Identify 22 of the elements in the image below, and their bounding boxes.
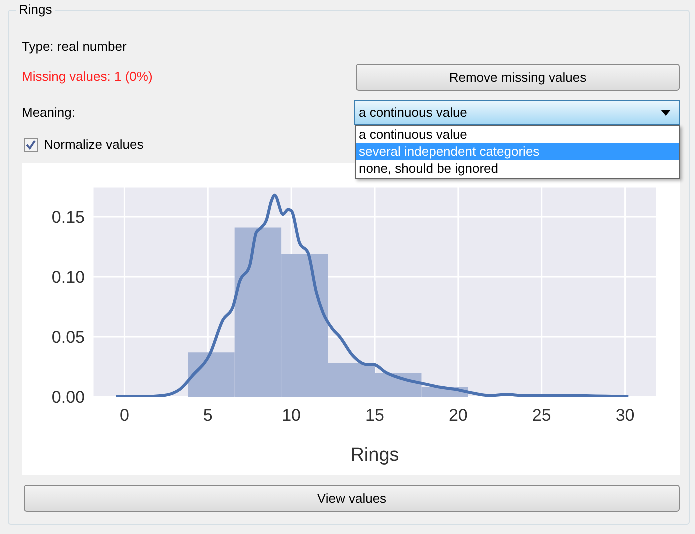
text: Meaning: bbox=[22, 105, 76, 120]
x-tick-label: 15 bbox=[366, 406, 384, 426]
x-tick-label: 20 bbox=[448, 406, 468, 426]
dropdown-list: a continuous value several independent categories none, should be ignored bbox=[355, 125, 680, 179]
x-tick-label: 0 bbox=[120, 406, 130, 426]
x-tick-label: 30 bbox=[616, 406, 635, 426]
x-tick-label: 5 bbox=[203, 406, 213, 426]
text: Missing values: 1 (0%) bbox=[22, 69, 153, 84]
button: View values bbox=[24, 485, 680, 512]
y-tick-label: 0.15 bbox=[52, 208, 85, 228]
text: Normalize values bbox=[44, 137, 144, 152]
button: Remove missing values bbox=[356, 64, 680, 91]
text: Type: real number bbox=[22, 39, 127, 54]
line-series bbox=[114, 194, 630, 397]
x-tick-label: 10 bbox=[282, 406, 302, 426]
chart-title: Rings bbox=[16, 2, 56, 17]
dropdown: a continuous value bbox=[354, 100, 680, 125]
y-tick-label: 0.05 bbox=[52, 328, 85, 348]
y-tick-label: 0.00 bbox=[52, 388, 85, 408]
x-axis-title: Rings bbox=[350, 445, 400, 466]
y-tick-label: 0.10 bbox=[52, 268, 85, 288]
x-tick-label: 25 bbox=[532, 406, 552, 426]
